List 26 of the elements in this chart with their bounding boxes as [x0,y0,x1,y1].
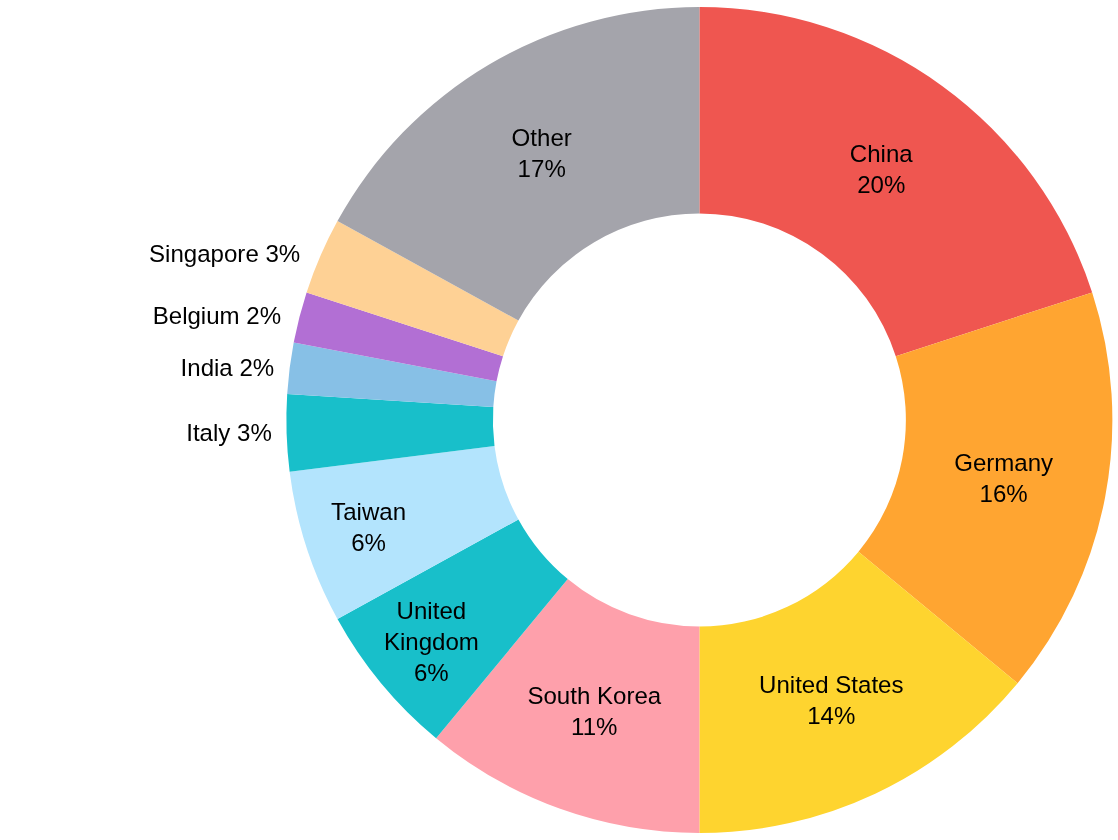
data-label: 11% [571,713,618,741]
donut-slice [289,445,519,619]
slice-label: Germany [954,448,1054,476]
slice-label: Belgium 2% [152,302,282,330]
donut-slice [293,292,503,382]
slice-label: China [849,139,914,167]
slice-label: South Korea [527,681,662,709]
slice-label: United States [759,670,904,698]
donut-slice [337,7,700,321]
data-label: 14% [807,702,856,730]
donut-slice [286,394,495,472]
data-label: 16% [979,479,1028,507]
slice-label: Italy 3% [186,419,272,447]
donut-slice [306,221,519,357]
slice-label: Other [511,123,572,151]
slice-label: United Kingdom [383,596,479,655]
donut-slice [287,342,497,408]
data-label: 6% [413,659,449,687]
slice-label: Taiwan [331,498,407,525]
data-label: 6% [351,529,386,557]
slice-label: Singapore 3% [149,239,301,267]
data-label: 20% [857,171,906,199]
data-label: 17% [517,155,566,183]
slice-label: India 2% [180,354,275,382]
donut-slice [699,551,1018,833]
donut-slice [699,7,1093,357]
